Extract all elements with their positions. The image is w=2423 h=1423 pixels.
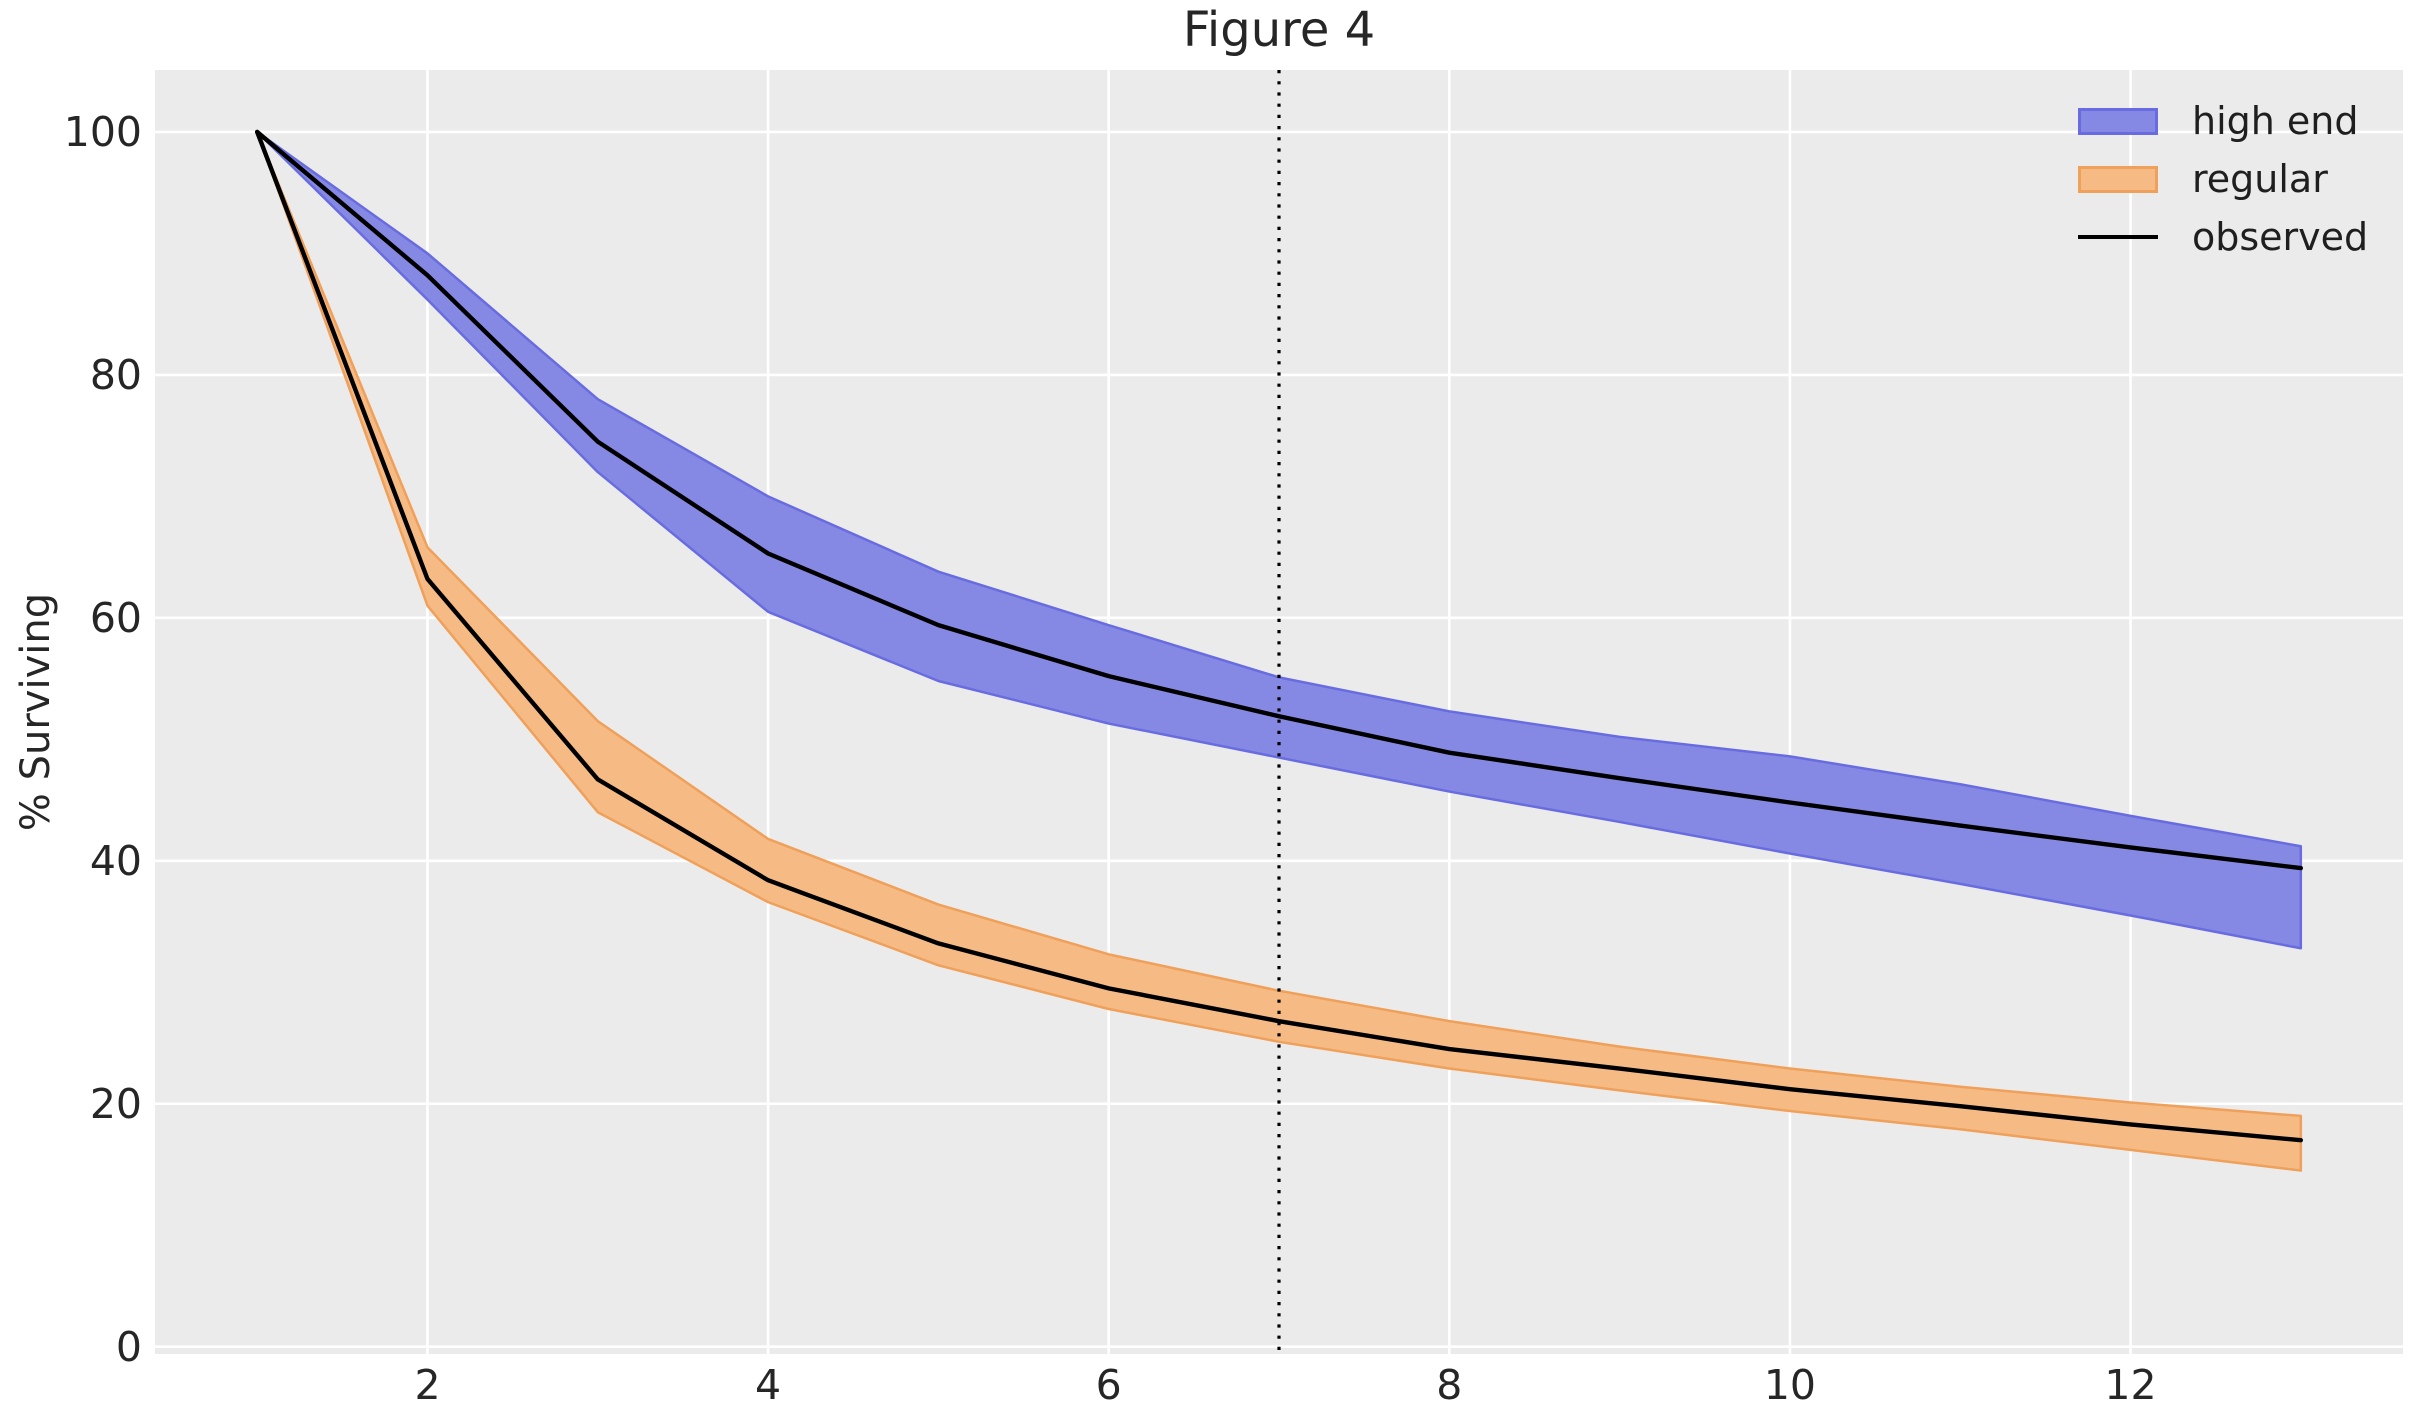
x-tick-label-2: 2 <box>414 1361 441 1409</box>
x-tick-label-8: 8 <box>1436 1361 1463 1409</box>
legend-row-regular: regular <box>2078 150 2368 208</box>
x-tick-label-10: 10 <box>1763 1361 1816 1409</box>
y-tick-label-100: 100 <box>63 107 142 156</box>
legend-label-high-end: high end <box>2192 99 2359 143</box>
y-tick-label-60: 60 <box>89 593 142 642</box>
y-tick-label-80: 80 <box>89 350 142 399</box>
legend-row-high-end: high end <box>2078 92 2368 150</box>
observed-line-regular <box>254 129 2304 1143</box>
observed-line-high-end <box>254 129 2304 871</box>
x-tick-label-4: 4 <box>755 1361 782 1409</box>
legend-row-observed: observed <box>2078 208 2368 266</box>
legend-swatch-high-end <box>2078 107 2158 135</box>
chart-title: Figure 4 <box>1182 2 1376 58</box>
legend-line-observed <box>2078 234 2158 240</box>
legend: high end regular observed <box>2078 92 2368 266</box>
legend-swatch-regular <box>2078 165 2158 193</box>
legend-label-regular: regular <box>2192 157 2328 201</box>
band-high-end <box>255 130 2303 950</box>
x-tick-label-6: 6 <box>1095 1361 1122 1409</box>
legend-label-observed: observed <box>2192 215 2369 259</box>
y-tick-label-0: 0 <box>115 1322 142 1371</box>
band-regular <box>255 130 2303 1172</box>
y-tick-label-20: 20 <box>89 1079 142 1128</box>
x-tick-label-12: 12 <box>2104 1361 2157 1409</box>
y-tick-label-40: 40 <box>89 836 142 885</box>
